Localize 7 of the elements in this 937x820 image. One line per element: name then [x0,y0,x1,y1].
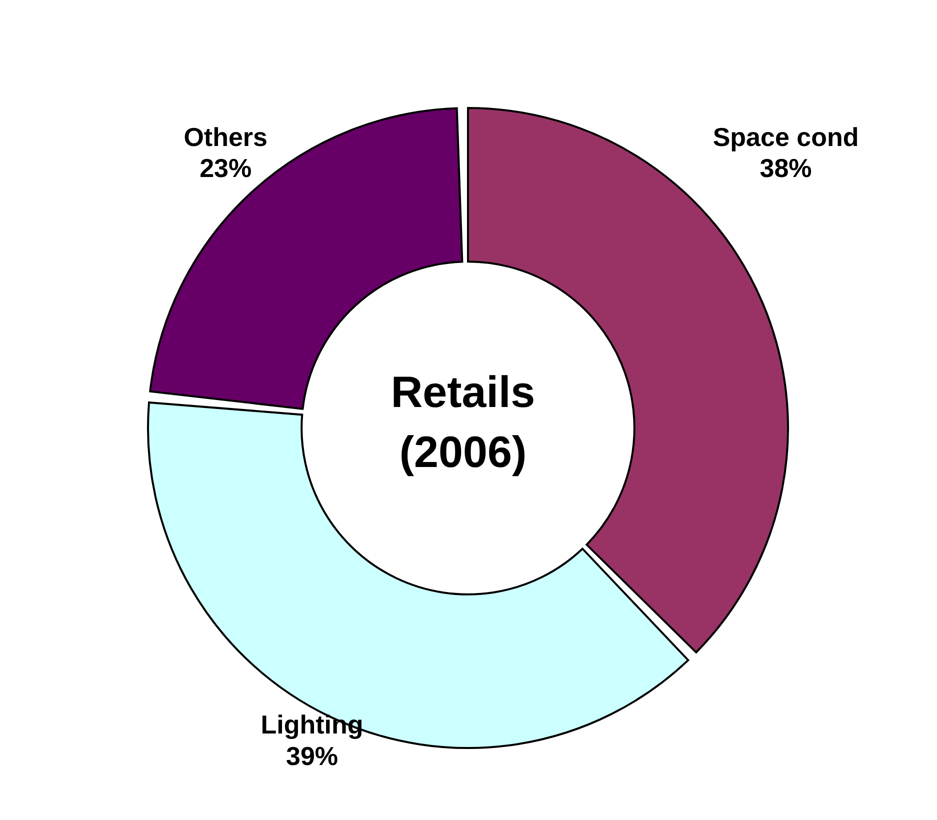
slice-label: Others [184,122,268,152]
data-label: 38% [760,153,812,183]
slice-label: Space cond [712,122,859,152]
data-label: 39% [286,740,338,771]
text: Retails (2006) [390,367,536,479]
data-label: 23% [200,153,252,183]
slice-label: Lighting [260,710,364,740]
